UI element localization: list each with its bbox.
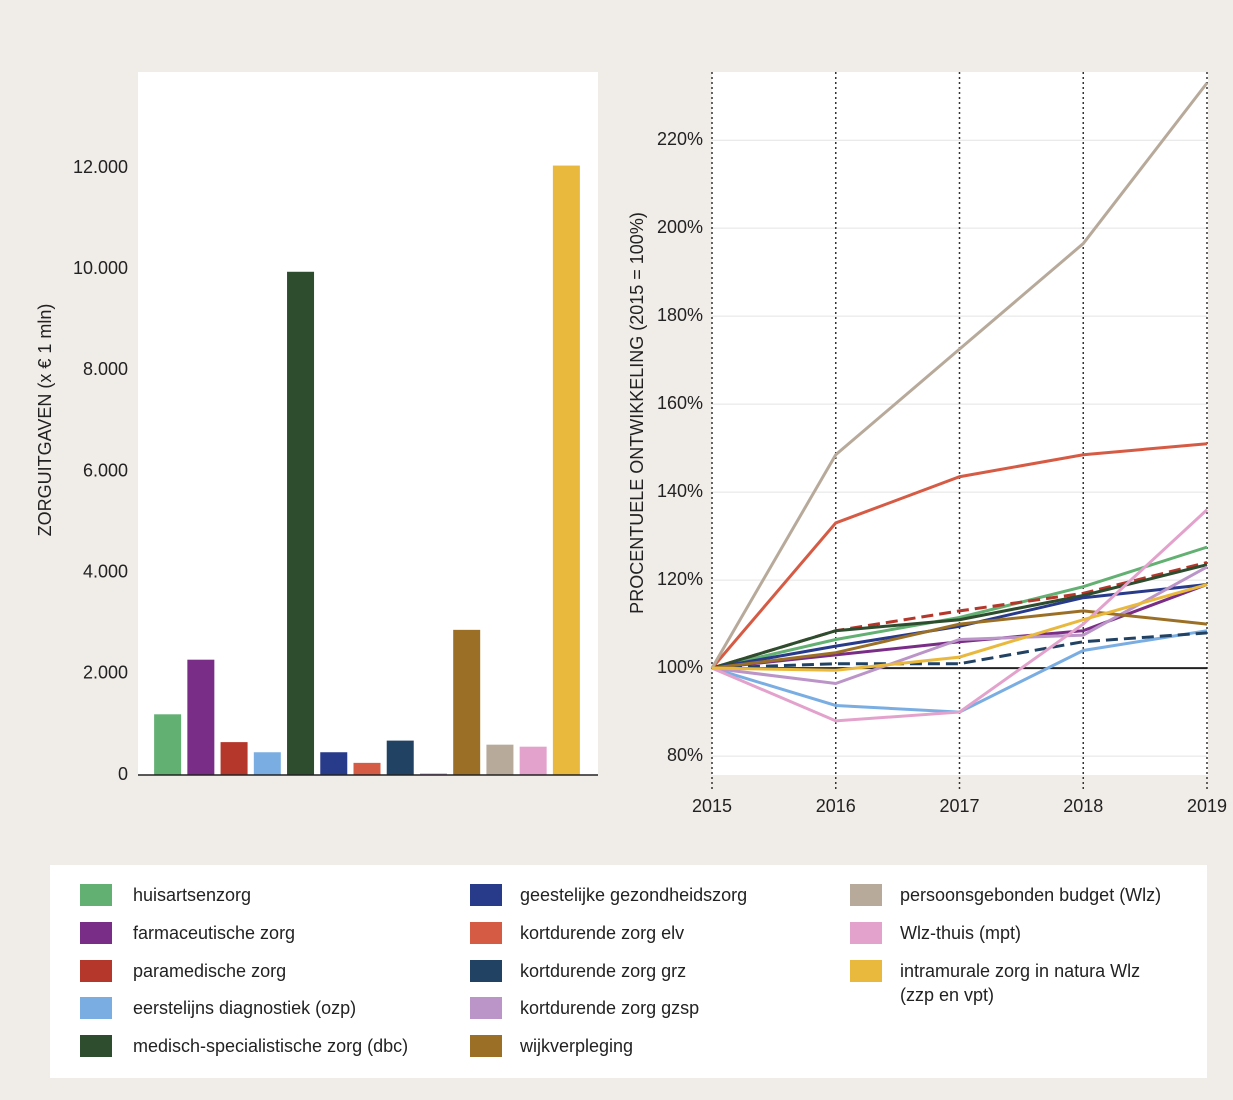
legend-swatch [850, 922, 882, 944]
series-line [711, 583, 1208, 670]
y-axis-label: ZORGUITGAVEN (x € 1 mln) [35, 304, 55, 537]
x-tick-label: 2016 [816, 796, 856, 816]
legend-label: medisch-specialistische zorg (dbc) [133, 1036, 409, 1056]
y-tick-label: 4.000 [83, 561, 128, 581]
y-tick-label: 200% [657, 217, 703, 237]
legend-label: huisartsenzorg [133, 885, 252, 905]
x-tick-label: 2017 [939, 796, 979, 816]
bar [187, 659, 215, 775]
x-tick-label: 2018 [1063, 796, 1103, 816]
x-tick-label: 2019 [1187, 796, 1227, 816]
legend-swatch [470, 960, 502, 982]
legend-label: paramedische zorg [133, 961, 287, 981]
y-tick-label: 0 [118, 764, 128, 784]
y-tick-label: 160% [657, 393, 703, 413]
charts: ZORGUITGAVEN (x € 1 mln) PROCENTUELE ONT… [35, 72, 1227, 816]
series-line [711, 565, 1208, 686]
legend-label: kortdurende zorg gzsp [520, 998, 700, 1018]
legend-swatch [80, 960, 112, 982]
series-line [711, 609, 1208, 670]
series-line [711, 545, 1208, 670]
bar [353, 762, 381, 775]
legend-label: kortdurende zorg elv [520, 923, 685, 943]
series-line [711, 631, 1208, 670]
bar [486, 744, 514, 775]
y-axis-label: PROCENTUELE ONTWIKKELING (2015 = 100%) [627, 212, 647, 614]
legend-label: eerstelijns diagnostiek (ozp) [133, 998, 357, 1018]
legend-swatch [470, 884, 502, 906]
bar [453, 629, 481, 775]
legend-swatch [470, 922, 502, 944]
series-line [710, 82, 1209, 669]
legend-label: geestelijke gezondheidszorg [520, 885, 748, 905]
y-tick-label: 80% [667, 745, 703, 765]
legend-label: intramurale zorg in natura Wlz (zzp en v… [900, 961, 1141, 1005]
bar [519, 746, 547, 775]
legend-label: persoonsgebonden budget (Wlz) [900, 885, 1162, 905]
y-tick-label: 2.000 [83, 663, 128, 683]
series-line [711, 508, 1209, 723]
y-tick-label: 120% [657, 569, 703, 589]
bar [154, 714, 182, 775]
legend-swatch [850, 884, 882, 906]
legend-label: wijkverpleging [520, 1036, 634, 1056]
series-line [711, 583, 1208, 672]
y-tick-label: 10.000 [73, 258, 128, 278]
legend-swatch [470, 1035, 502, 1057]
series-line [711, 561, 1208, 670]
legend-swatch [470, 997, 502, 1019]
bar [220, 742, 248, 775]
y-tick-label: 8.000 [83, 359, 128, 379]
y-tick-label: 180% [657, 305, 703, 325]
bar [287, 271, 315, 775]
y-tick-label: 220% [657, 129, 703, 149]
legend-swatch [80, 1035, 112, 1057]
y-tick-label: 6.000 [83, 460, 128, 480]
y-tick-label: 100% [657, 657, 703, 677]
legend-swatch [80, 997, 112, 1019]
bar-panel [138, 72, 598, 775]
y-tick-label: 140% [657, 481, 703, 501]
legend-label: farmaceutische zorg [133, 923, 296, 943]
legend-label: kortdurende zorg grz [520, 961, 687, 981]
legend: huisartsenzorg farmaceutische zorg paramed… [50, 865, 1207, 1078]
legend-label: Wlz-thuis (mpt) [900, 923, 1021, 943]
legend-swatch [80, 922, 112, 944]
bar [320, 752, 348, 775]
y-tick-label: 12.000 [73, 157, 128, 177]
series-line [710, 442, 1208, 670]
bar [552, 165, 580, 775]
legend-swatch [80, 884, 112, 906]
bar [253, 752, 281, 775]
legend-swatch [850, 960, 882, 982]
x-tick-label: 2015 [692, 796, 732, 816]
bar [419, 773, 447, 775]
bar [386, 740, 414, 775]
